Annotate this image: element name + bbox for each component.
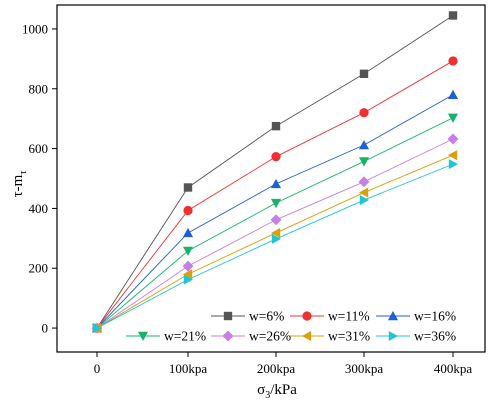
data-point [183, 274, 194, 285]
y-tick-label: 600 [29, 141, 49, 156]
legend-marker [302, 311, 312, 321]
legend-label: w=36% [414, 329, 456, 344]
data-point [182, 246, 194, 256]
legend-label: w=26% [249, 329, 291, 344]
x-axis-ticks: 0 100kpa 200kpa 300kpa 400kpa [94, 352, 473, 376]
data-point [448, 11, 458, 20]
data-point [359, 108, 369, 118]
x-tick-label: 400kpa [434, 361, 473, 376]
series-line [96, 60, 454, 329]
data-point [182, 269, 193, 280]
data-point [447, 89, 459, 99]
legend-marker [388, 330, 399, 342]
legend-marker [387, 310, 399, 321]
data-point [447, 113, 459, 123]
series-markers [91, 11, 459, 334]
x-axis-title: σ3/kPa [257, 382, 297, 401]
plot-border [56, 4, 486, 353]
legend-marker [223, 311, 233, 321]
data-point [359, 69, 369, 79]
y-tick-label: 1000 [22, 21, 48, 36]
y-tick-label: 0 [42, 321, 49, 336]
legend-label: w=16% [414, 309, 456, 324]
legend-label: w=11% [328, 309, 370, 324]
y-tick-label: 800 [29, 81, 49, 96]
data-point [270, 178, 282, 189]
data-point [358, 157, 370, 167]
data-point [271, 152, 281, 162]
data-point [92, 323, 103, 334]
y-tick-label: 400 [29, 201, 49, 216]
x-tick-label: 200kpa [257, 361, 296, 376]
data-point [271, 121, 281, 131]
legend-marker [222, 330, 234, 342]
data-point [358, 139, 370, 150]
data-point [358, 176, 370, 188]
data-point [448, 56, 458, 66]
data-point [182, 227, 194, 238]
data-point [447, 150, 458, 161]
data-point [182, 260, 194, 272]
legend-marker [301, 330, 312, 342]
data-point [270, 227, 281, 238]
legend: w=6% w=11% w=16% w=21% w=26% w=31% w=36% [126, 309, 456, 344]
data-point [448, 159, 459, 170]
x-tick-label: 300kpa [345, 361, 384, 376]
data-point [270, 214, 282, 226]
data-point [271, 233, 282, 244]
plot-frame [56, 4, 486, 353]
svg-text:τ-mτ: τ-mτ [10, 171, 29, 198]
series-line [96, 15, 454, 329]
data-point [358, 187, 369, 198]
data-point [359, 194, 370, 206]
data-point [447, 133, 459, 145]
x-tick-label: 100kpa [169, 361, 208, 376]
data-point [183, 205, 193, 216]
legend-marker [137, 331, 149, 342]
data-point [270, 198, 282, 209]
y-axis-ticks: 0 200 400 600 800 1000 [22, 21, 57, 336]
y-tick-label: 200 [29, 261, 49, 276]
legend-label: w=31% [328, 329, 370, 344]
x-tick-label: 0 [94, 361, 101, 376]
legend-label: w=21% [164, 329, 206, 344]
y-axis-title: τ-mτ [10, 171, 29, 198]
series-lines [96, 15, 454, 329]
legend-label: w=6% [249, 309, 284, 324]
data-point [183, 183, 193, 192]
